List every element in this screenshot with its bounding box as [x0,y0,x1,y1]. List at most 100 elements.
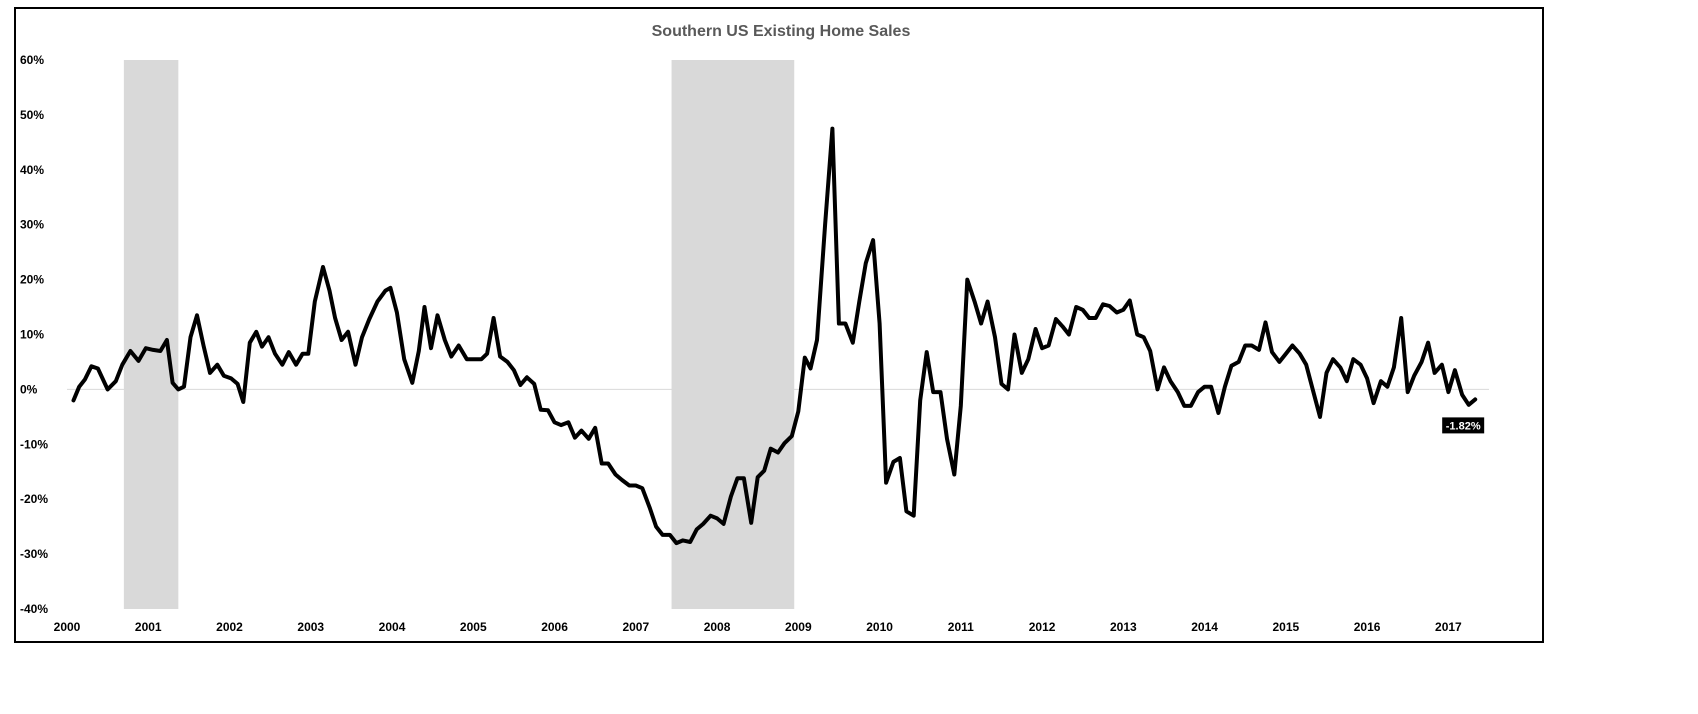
y-tick-label: 60% [20,53,44,67]
data-point [640,486,644,490]
data-point [137,359,140,363]
data-point [701,522,705,526]
data-point [260,345,264,349]
data-point [518,383,522,387]
data-point [606,462,610,465]
data-point [1318,415,1322,419]
data-point [1345,379,1349,383]
data-point [1067,333,1071,336]
y-axis: 60% 50% 40% 30% 20% 10% 0% -10% -20% -30% -40% [20,53,48,616]
data-point [328,289,331,293]
series-line [71,126,1478,546]
data-point [465,357,469,361]
data-point [144,346,148,350]
data-point [1406,390,1410,394]
data-point [1359,363,1363,367]
data-point [688,540,692,544]
data-point [492,316,496,320]
data-point [165,338,169,342]
data-point [306,352,310,356]
data-point [796,409,800,413]
data-point [1196,390,1200,394]
data-point [1304,363,1308,367]
last-value-label: -1.82% [1446,420,1481,432]
data-point [301,352,305,356]
data-point [340,338,344,342]
data-point [1385,385,1389,389]
data-point [1020,371,1024,375]
x-tick-label: 2013 [1110,620,1137,634]
data-point [931,390,935,394]
data-point [1237,360,1241,364]
data-point [72,398,75,402]
data-point [884,481,888,485]
y-tick-label: -10% [20,437,48,451]
y-tick-label: 10% [20,328,44,342]
data-point [375,300,379,304]
data-point [321,265,325,269]
data-point [89,364,93,368]
shaded-period-2 [671,60,795,609]
x-tick-label: 2002 [216,620,243,634]
data-point [1135,333,1139,336]
chart-title: Southern US Existing Home Sales [652,23,911,40]
x-tick-label: 2007 [622,620,649,634]
data-point [525,375,529,379]
data-point [695,527,699,531]
data-point [120,363,124,367]
data-point [128,349,132,353]
data-point [333,316,337,320]
data-point [1054,317,1058,321]
data-point [823,223,827,227]
data-point [1142,335,1146,339]
data-point [423,305,426,309]
data-point [668,533,672,537]
data-point [1473,397,1477,401]
data-point [241,400,245,404]
data-point [1121,308,1125,312]
data-point [1087,316,1091,320]
data-point [267,335,270,339]
data-point [1270,350,1274,354]
data-point [182,385,186,389]
x-tick-label: 2003 [297,620,324,634]
y-tick-label: -20% [20,492,48,506]
data-point [965,278,969,282]
data-point [1433,371,1437,375]
data-point [918,398,922,402]
data-point [1013,333,1016,336]
data-point [1074,305,1078,309]
data-point [410,381,414,385]
data-point [208,371,212,375]
data-point [429,346,433,350]
data-point [986,300,990,304]
data-point [1047,344,1051,347]
data-point [1060,324,1064,328]
data-point [498,355,502,358]
data-point [1162,365,1166,369]
data-point [959,404,963,408]
data-point [395,311,399,314]
data-point [1351,357,1355,361]
data-point [449,355,453,358]
data-point [769,447,773,451]
data-point [952,473,956,476]
data-point [280,363,284,367]
data-point [114,379,118,383]
data-point [1209,385,1213,389]
data-point [1338,365,1342,369]
data-point [851,341,855,345]
data-point [776,451,780,454]
data-point [1372,401,1376,405]
data-point [742,476,746,480]
data-point [600,462,604,465]
data-point [471,357,475,361]
x-tick-label: 2006 [541,620,568,634]
x-tick-label: 2008 [704,620,731,634]
series-points [72,127,1477,545]
data-point [587,437,591,441]
data-point [837,322,841,325]
data-point [1040,346,1044,350]
data-point [346,330,350,334]
data-point [749,521,753,525]
